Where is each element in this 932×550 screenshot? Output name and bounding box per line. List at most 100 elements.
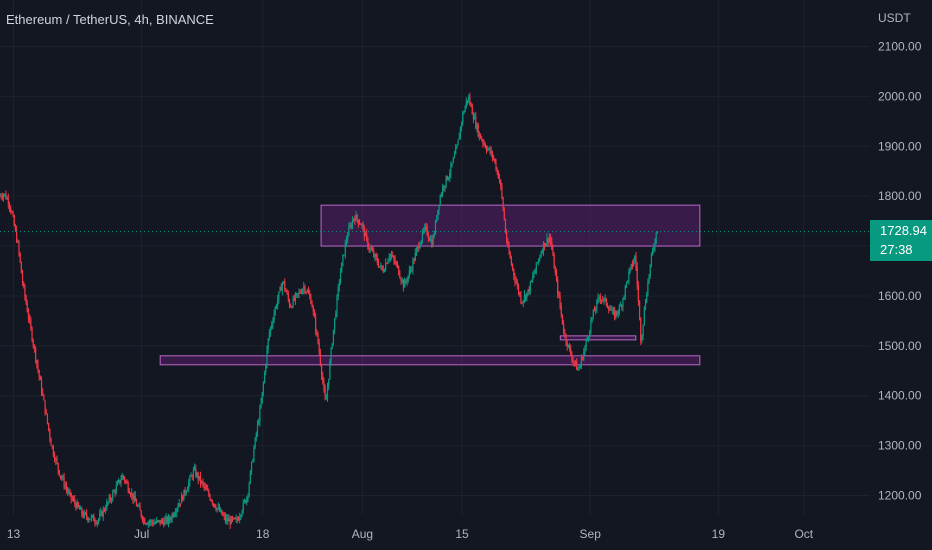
candle-body bbox=[193, 467, 196, 470]
candle-body bbox=[312, 307, 314, 312]
candle bbox=[99, 509, 101, 522]
candle bbox=[444, 185, 446, 193]
candle-body bbox=[140, 510, 142, 517]
price-axis[interactable]: 2100.002000.001900.001800.001700.001600.… bbox=[878, 40, 922, 503]
candle bbox=[274, 305, 276, 316]
candle-body bbox=[301, 289, 304, 294]
candle-body bbox=[589, 331, 591, 337]
candle bbox=[507, 237, 509, 248]
candle-body bbox=[14, 225, 17, 231]
candle bbox=[309, 289, 311, 300]
candle-body bbox=[331, 343, 333, 349]
candle bbox=[354, 215, 356, 225]
grid-layer bbox=[0, 0, 870, 515]
candle-body bbox=[209, 495, 211, 500]
candle bbox=[648, 273, 650, 284]
candle-body bbox=[453, 154, 456, 158]
candle-body bbox=[559, 295, 561, 307]
candle bbox=[445, 175, 447, 189]
candle bbox=[392, 251, 394, 258]
candle-body bbox=[481, 138, 483, 141]
candle-body bbox=[201, 481, 203, 483]
candle bbox=[90, 513, 92, 522]
candle bbox=[217, 502, 219, 511]
candle bbox=[272, 317, 274, 330]
candle-body bbox=[445, 175, 447, 186]
candle-body bbox=[627, 280, 629, 282]
candle-body bbox=[551, 241, 553, 250]
candle bbox=[183, 489, 185, 501]
candle bbox=[48, 422, 50, 432]
candle bbox=[120, 474, 122, 487]
candle-body bbox=[379, 266, 381, 268]
candle-body bbox=[507, 242, 509, 246]
candle-body bbox=[339, 272, 342, 282]
candle-body bbox=[188, 482, 190, 489]
candle bbox=[501, 183, 503, 200]
candle bbox=[593, 305, 596, 312]
candle bbox=[154, 520, 157, 525]
candle-body bbox=[65, 486, 68, 490]
candle-body bbox=[389, 254, 391, 258]
candle bbox=[301, 288, 304, 295]
candle bbox=[411, 265, 413, 273]
candle-body bbox=[2, 194, 5, 198]
candle bbox=[89, 518, 91, 521]
candle-body bbox=[324, 388, 326, 400]
candle-body bbox=[451, 163, 453, 165]
candle bbox=[5, 190, 7, 200]
candle-body bbox=[519, 292, 521, 295]
candle-body bbox=[57, 463, 59, 471]
candle-body bbox=[644, 302, 647, 310]
candle-body bbox=[532, 275, 534, 281]
candle-body bbox=[42, 392, 44, 396]
candle-body bbox=[479, 133, 482, 139]
candle bbox=[203, 482, 205, 491]
candle-body bbox=[465, 100, 467, 107]
candle-body bbox=[67, 489, 69, 493]
candle-body bbox=[61, 476, 63, 479]
candle bbox=[196, 471, 198, 479]
candle-body bbox=[525, 294, 527, 299]
candle-body bbox=[444, 185, 446, 188]
candle bbox=[615, 309, 617, 320]
candle-body bbox=[300, 292, 302, 294]
candle bbox=[469, 92, 471, 107]
candle bbox=[488, 147, 490, 151]
candle bbox=[264, 370, 266, 384]
candle bbox=[549, 234, 552, 246]
candle-body bbox=[596, 300, 598, 310]
candle bbox=[552, 244, 554, 257]
candle bbox=[211, 499, 213, 506]
candle bbox=[148, 519, 151, 527]
candle-body bbox=[145, 523, 147, 525]
candle-body bbox=[643, 309, 645, 325]
candle bbox=[122, 474, 125, 480]
candle-body bbox=[258, 421, 260, 425]
candle-body bbox=[404, 280, 406, 288]
candle bbox=[59, 475, 62, 480]
candle-body bbox=[282, 281, 285, 283]
candle bbox=[370, 244, 372, 251]
time-axis[interactable]: 13 Jul 18 Aug 15 Sep 19 Oct bbox=[7, 527, 814, 541]
candle-body bbox=[262, 382, 265, 393]
candle-body bbox=[618, 305, 620, 313]
candle-body bbox=[336, 296, 338, 314]
x-tick-label: Aug bbox=[352, 527, 373, 541]
candle bbox=[578, 364, 580, 371]
candle-body bbox=[406, 280, 408, 282]
zone-layer bbox=[159, 204, 701, 366]
candle-body bbox=[421, 231, 424, 241]
candle bbox=[109, 494, 111, 503]
candle bbox=[409, 266, 412, 275]
candle-body bbox=[591, 317, 593, 322]
candle bbox=[231, 515, 234, 523]
candle bbox=[324, 384, 326, 401]
candle-body bbox=[344, 243, 346, 256]
candle bbox=[70, 492, 72, 504]
candle bbox=[427, 231, 429, 243]
candle bbox=[561, 314, 564, 325]
candle-body bbox=[555, 272, 558, 280]
candle-body bbox=[271, 324, 273, 328]
